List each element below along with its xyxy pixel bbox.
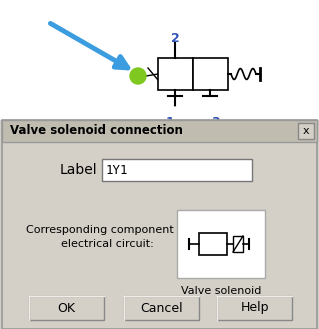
Bar [102, 159, 252, 181]
Text: Cancel: Cancel [140, 301, 183, 315]
Text: 1Y1: 1Y1 [106, 164, 129, 176]
Text: 3: 3 [211, 116, 219, 129]
Text: Label: Label [59, 163, 97, 177]
Bar [158, 58, 193, 90]
Bar [199, 233, 227, 255]
Bar [233, 236, 243, 252]
Bar [2, 120, 317, 329]
Text: x: x [303, 126, 309, 136]
Bar [177, 210, 265, 278]
Text: OK: OK [57, 301, 76, 315]
Text: Help: Help [240, 301, 269, 315]
Circle shape [172, 35, 178, 41]
Circle shape [207, 107, 213, 113]
Bar [0, 0, 319, 120]
Bar [193, 58, 228, 90]
Text: Valve solenoid connection: Valve solenoid connection [10, 124, 183, 138]
Text: 1: 1 [166, 116, 174, 129]
Circle shape [172, 107, 178, 113]
Bar [298, 123, 314, 139]
Circle shape [130, 68, 146, 84]
Text: 2: 2 [171, 32, 179, 45]
Text: Corresponding component of: Corresponding component of [26, 225, 188, 235]
Bar [124, 296, 199, 320]
Bar [217, 296, 292, 320]
Bar [29, 296, 104, 320]
Text: Valve solenoid: Valve solenoid [181, 286, 261, 296]
Bar [2, 120, 317, 142]
Text: electrical circuit:: electrical circuit: [61, 239, 153, 249]
